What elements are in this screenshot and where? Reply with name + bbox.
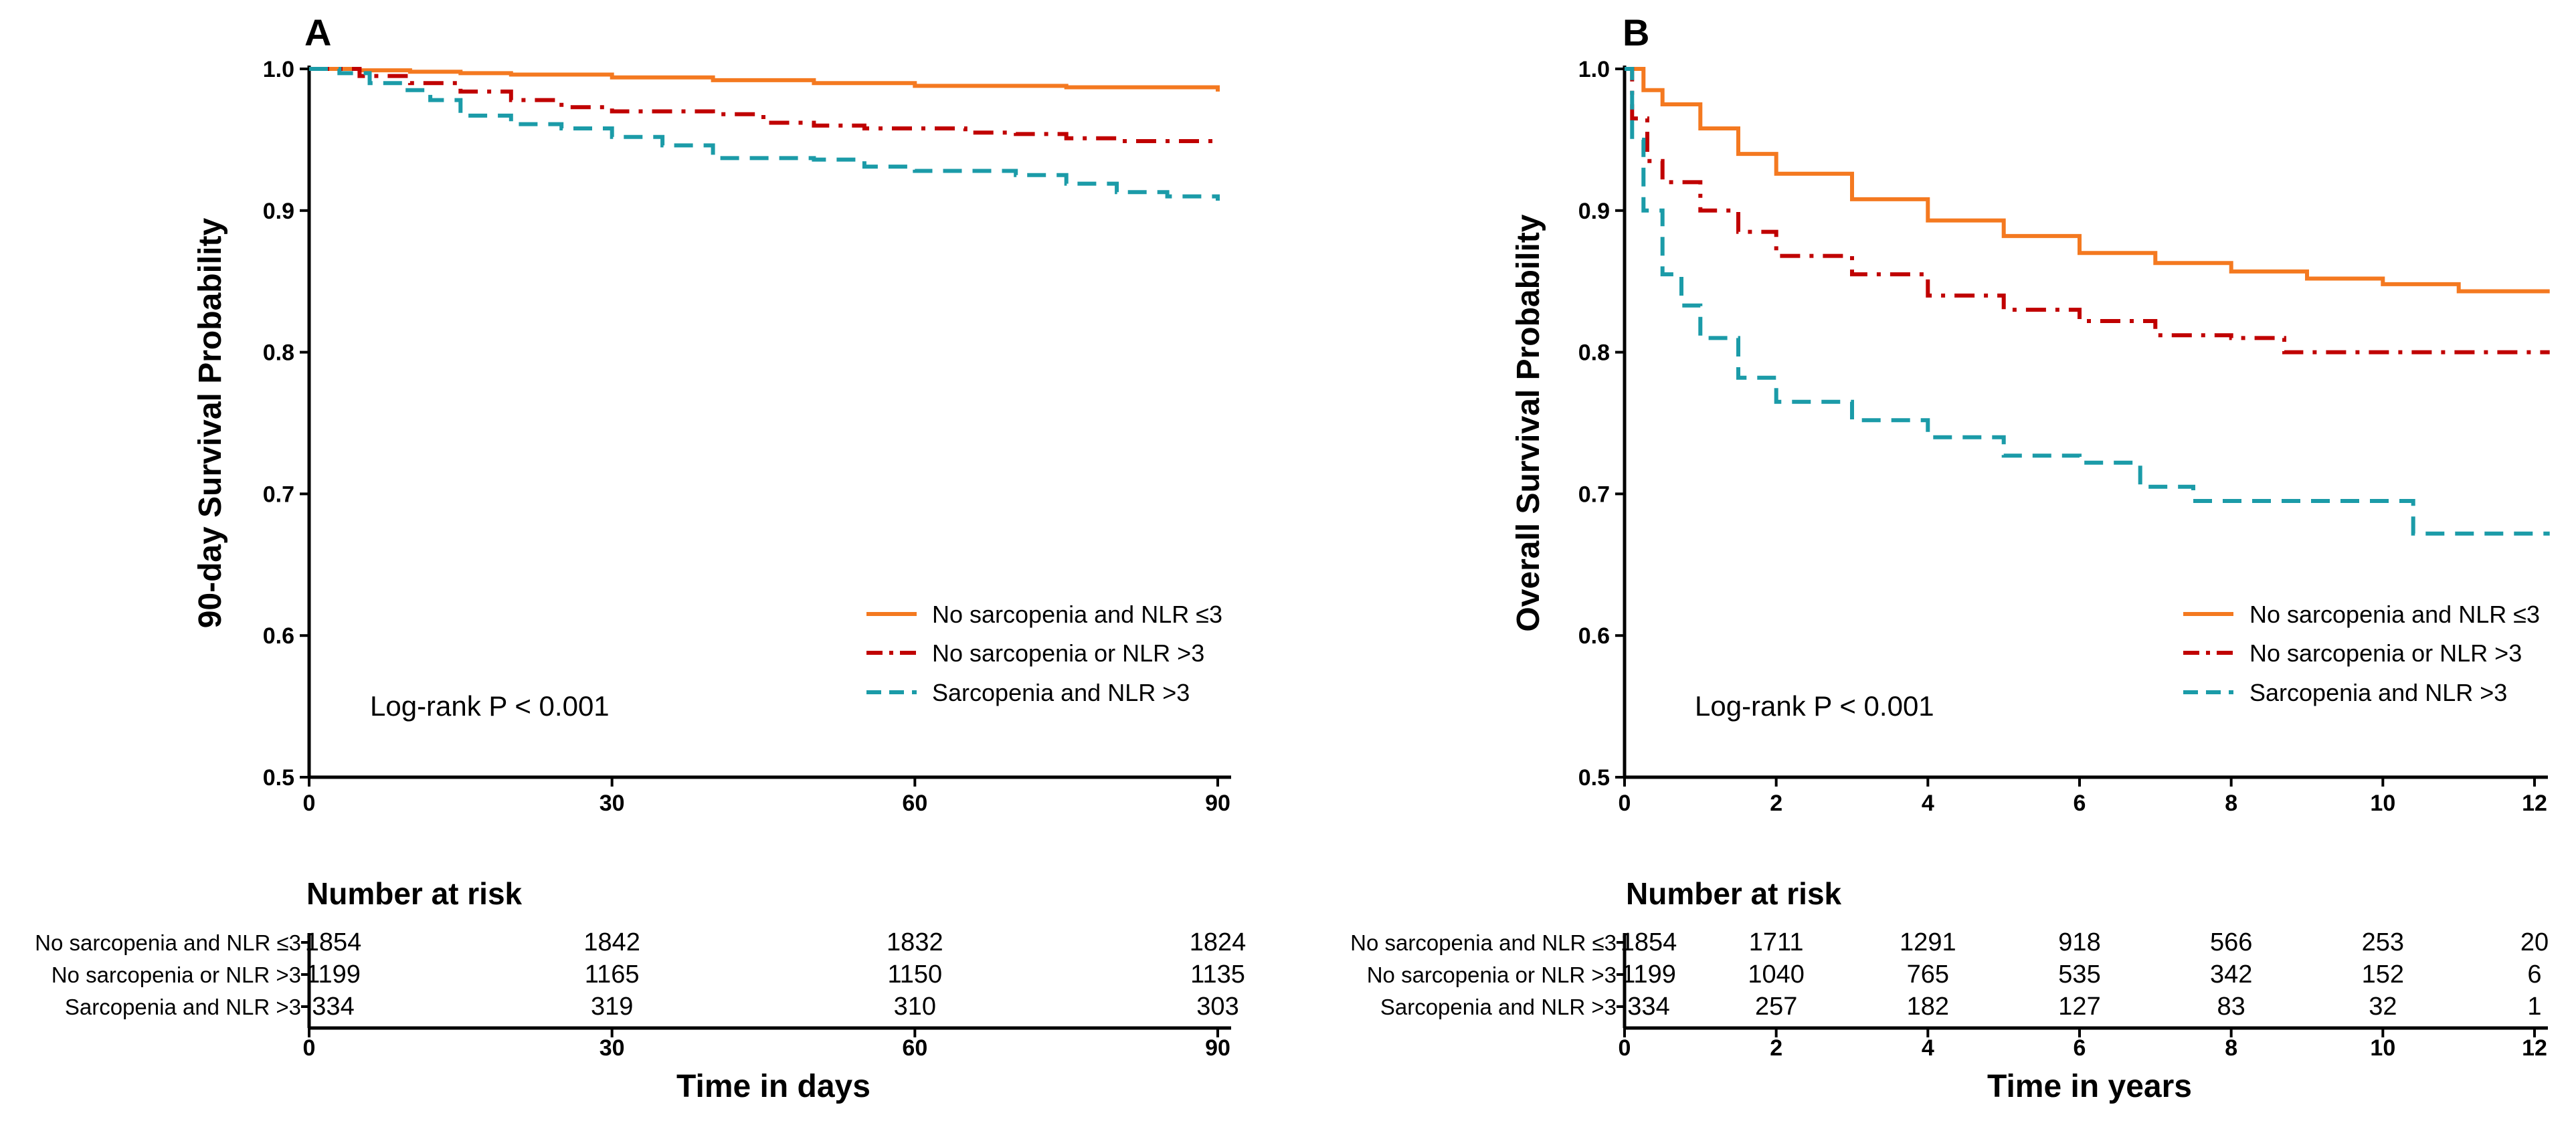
risk-value: 127 [2058, 993, 2100, 1021]
risk-value: 1150 [887, 960, 942, 989]
x-tick-label: 6 [2074, 791, 2086, 816]
x-tick-label: 8 [2225, 791, 2237, 816]
y-tick-label: 1.0 [1578, 57, 1610, 82]
x-tick-label: 90 [1205, 791, 1230, 816]
risk-row-label: Sarcopenia and NLR >3 [65, 995, 301, 1019]
legend-label-3: Sarcopenia and NLR >3 [2249, 679, 2507, 706]
risk-x-tick-label: 2 [1770, 1035, 1782, 1061]
x-tick-label: 30 [600, 791, 625, 816]
panel-label: B [1623, 11, 1649, 54]
risk-value: 319 [591, 993, 633, 1021]
y-axis-label: Overall Survival Probability [1511, 214, 1546, 632]
y-tick-label: 0.8 [1578, 340, 1610, 366]
risk-value: 1854 [305, 928, 362, 956]
panel-label: A [304, 11, 331, 54]
y-tick-label: 1.0 [263, 57, 294, 82]
risk-value: 32 [2369, 993, 2397, 1021]
risk-value: 334 [312, 993, 354, 1021]
risk-value: 303 [1196, 993, 1238, 1021]
risk-table-title: Number at risk [1626, 876, 1842, 911]
x-tick-label: 60 [902, 791, 927, 816]
x-tick-label: 0 [303, 791, 316, 816]
risk-x-tick-label: 30 [600, 1035, 625, 1061]
risk-value: 182 [1907, 993, 1949, 1021]
risk-x-tick-label: 8 [2225, 1035, 2237, 1061]
y-tick-label: 0.7 [263, 482, 294, 507]
legend-label-3: Sarcopenia and NLR >3 [932, 679, 1190, 706]
risk-value: 1832 [887, 928, 943, 956]
series-line-2 [1625, 67, 2550, 354]
risk-value: 1165 [585, 960, 640, 989]
x-tick-label: 2 [1770, 791, 1782, 816]
logrank-annotation: Log-rank P < 0.001 [370, 690, 610, 722]
x-tick-label: 4 [1922, 791, 1934, 816]
risk-x-tick-label: 4 [1922, 1035, 1934, 1061]
risk-value: 1040 [1748, 960, 1805, 989]
risk-value: 342 [2210, 960, 2252, 989]
risk-x-tick-label: 0 [303, 1035, 316, 1061]
risk-row-label: No sarcopenia and NLR ≤3 [35, 930, 301, 955]
risk-x-tick-label: 12 [2522, 1035, 2547, 1061]
risk-table-title: Number at risk [306, 876, 523, 911]
risk-x-tick-label: 6 [2074, 1035, 2086, 1061]
risk-row-label: No sarcopenia or NLR >3 [52, 962, 301, 987]
risk-x-tick-label: 10 [2370, 1035, 2395, 1061]
risk-row-label: No sarcopenia and NLR ≤3 [1350, 930, 1617, 955]
series-line-1 [1625, 67, 2550, 294]
risk-value: 83 [2217, 993, 2245, 1021]
legend-label-2: No sarcopenia or NLR >3 [932, 639, 1204, 667]
risk-value: 253 [2362, 928, 2404, 956]
risk-value: 1824 [1190, 928, 1247, 956]
risk-value: 6 [2527, 960, 2541, 989]
risk-value: 20 [2520, 928, 2549, 956]
risk-value: 1135 [1190, 960, 1245, 989]
legend-label-2: No sarcopenia or NLR >3 [2249, 639, 2522, 667]
risk-value: 918 [2058, 928, 2100, 956]
risk-value: 1711 [1749, 928, 1804, 956]
series-line-3 [1625, 67, 2550, 536]
x-axis-label: Time in days [676, 1069, 870, 1104]
legend-label-1: No sarcopenia and NLR ≤3 [2249, 601, 2540, 628]
y-tick-label: 0.9 [263, 199, 294, 224]
y-axis-label: 90-day Survival Probability [193, 217, 228, 628]
y-tick-label: 0.6 [263, 623, 294, 649]
risk-row-label: No sarcopenia or NLR >3 [1367, 962, 1617, 987]
risk-value: 152 [2362, 960, 2404, 989]
risk-value: 310 [894, 993, 936, 1021]
legend-label-1: No sarcopenia and NLR ≤3 [932, 601, 1222, 628]
y-tick-label: 0.9 [1578, 199, 1610, 224]
risk-row-label: Sarcopenia and NLR >3 [1380, 995, 1617, 1019]
risk-value: 1 [2527, 993, 2541, 1021]
risk-x-tick-label: 90 [1205, 1035, 1230, 1061]
y-tick-label: 0.5 [1578, 765, 1610, 791]
y-tick-label: 0.6 [1578, 623, 1610, 649]
logrank-annotation: Log-rank P < 0.001 [1695, 690, 1934, 722]
risk-value: 1842 [583, 928, 640, 956]
risk-value: 765 [1907, 960, 1949, 989]
x-axis-label: Time in years [1987, 1069, 2192, 1104]
x-tick-label: 12 [2522, 791, 2547, 816]
x-tick-label: 10 [2370, 791, 2395, 816]
risk-value: 566 [2210, 928, 2252, 956]
risk-value: 1854 [1621, 928, 1677, 956]
risk-value: 1199 [1621, 960, 1676, 989]
series-line-3 [309, 67, 1220, 201]
risk-value: 257 [1755, 993, 1797, 1021]
y-tick-label: 0.8 [263, 340, 294, 366]
series-line-2 [309, 67, 1220, 144]
risk-x-tick-label: 60 [902, 1035, 927, 1061]
risk-value: 535 [2058, 960, 2100, 989]
x-tick-label: 0 [1619, 791, 1631, 816]
series-line-1 [309, 67, 1220, 92]
risk-x-tick-label: 0 [1619, 1035, 1631, 1061]
y-tick-label: 0.5 [263, 765, 294, 791]
risk-value: 1199 [306, 960, 361, 989]
risk-value: 1291 [1900, 928, 1956, 956]
y-tick-label: 0.7 [1578, 482, 1610, 507]
risk-value: 334 [1627, 993, 1669, 1021]
